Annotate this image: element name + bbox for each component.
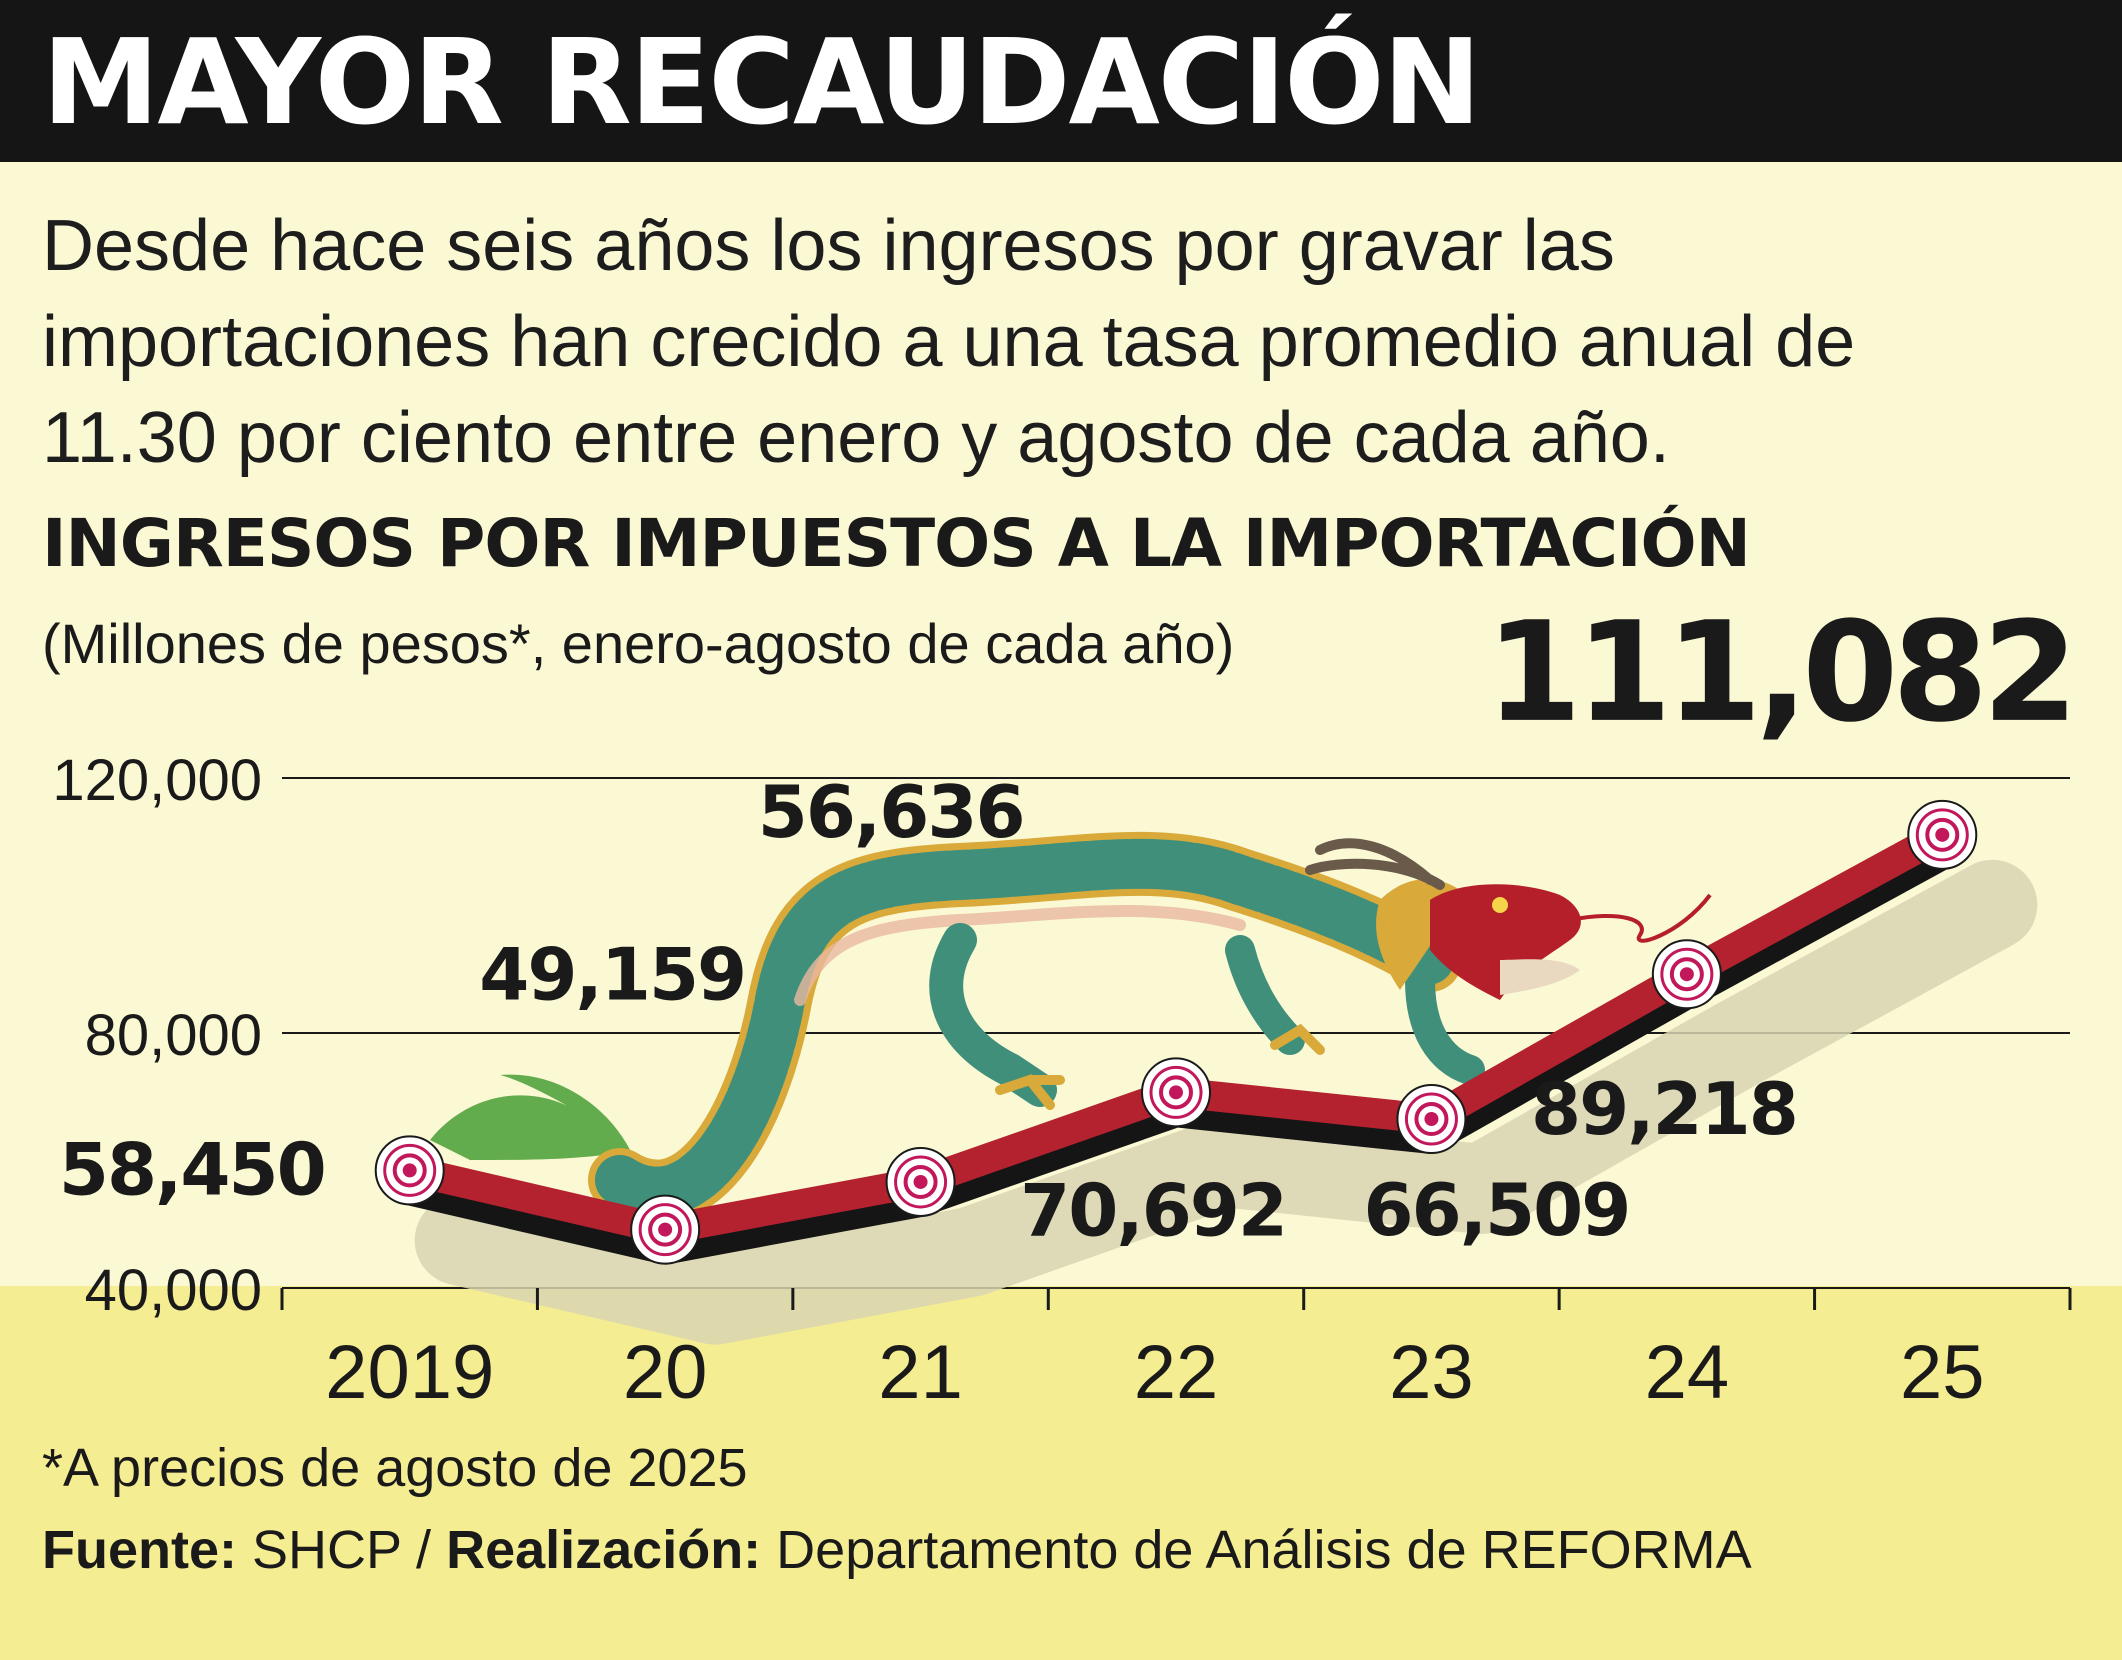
- data-label: 58,450: [59, 1127, 325, 1211]
- source-label: Fuente:: [42, 1520, 237, 1580]
- dragon-whisker: [1569, 893, 1712, 943]
- chart-title: INGRESOS POR IMPUESTOS A LA IMPORTACIÓN: [42, 505, 1751, 582]
- x-axis: 2019 20 21 22 23 24 25: [280, 1288, 2072, 1415]
- dek: Desde hace seis años los ingresos por gr…: [42, 206, 1856, 478]
- bottom-band: [0, 1286, 2122, 1660]
- x-tick-label: 22: [1134, 1330, 1219, 1415]
- dragon-head: [1430, 884, 1581, 1000]
- data-point-21: [885, 1146, 956, 1217]
- chart-subtitle: (Millones de pesos*, enero-agosto de cad…: [42, 612, 1235, 675]
- x-tick-label: 25: [1900, 1330, 1985, 1415]
- headline-bar: [0, 0, 2122, 162]
- dragon-jaw: [1500, 959, 1580, 995]
- markers: [374, 799, 1978, 1265]
- data-label: 66,509: [1364, 1168, 1630, 1252]
- data-point-2019: [374, 1135, 445, 1206]
- marker-dot: [913, 1174, 928, 1189]
- data-point-24: [1651, 939, 1722, 1010]
- dragon-front-leg-2: [1405, 965, 1485, 1085]
- dragon-eye: [1492, 897, 1508, 913]
- dragon-hind-leg: [1225, 935, 1305, 1055]
- dragon-tail-fin: [430, 1074, 630, 1160]
- dragon-illustration: [430, 831, 1712, 1224]
- dragon-claw: [995, 1074, 1065, 1110]
- headline: MAYOR RECAUDACIÓN: [42, 13, 1481, 151]
- marker-dot: [658, 1222, 673, 1237]
- x-tick-label: 20: [623, 1330, 708, 1415]
- marker-dot: [1169, 1085, 1183, 1100]
- dragon-horn: [1305, 838, 1445, 890]
- marker-dot: [1935, 827, 1950, 842]
- credit-label: Realización:: [446, 1520, 762, 1580]
- line-shadow: [414, 859, 2038, 1345]
- credit-value: Departamento de Análisis de REFORMA: [761, 1520, 1752, 1580]
- data-point-22: [1141, 1057, 1211, 1128]
- x-tick-label: 24: [1645, 1330, 1730, 1415]
- y-tick-label: 40,000: [85, 1258, 262, 1323]
- footnote: *A precios de agosto de 2025: [42, 1438, 748, 1498]
- marker-dot: [402, 1163, 417, 1178]
- y-tick-label: 80,000: [85, 1003, 262, 1068]
- data-point-23: [1396, 1084, 1467, 1155]
- data-label: 49,159: [479, 933, 745, 1017]
- data-label: 56,636: [758, 770, 1024, 854]
- dragon-body-scales: [595, 838, 1455, 1217]
- y-tick-label: 120,000: [52, 748, 262, 813]
- data-point-25: [1907, 799, 1978, 870]
- dragon-front-leg: [929, 923, 1057, 1107]
- data-label: 70,692: [1020, 1168, 1286, 1252]
- dragon-belly: [794, 904, 1246, 1006]
- data-label: 89,218: [1531, 1067, 1797, 1151]
- marker-dot: [1679, 967, 1694, 982]
- x-tick-label: 2019: [325, 1330, 494, 1415]
- line-drop-shadow: [414, 859, 2038, 1345]
- x-tick-label: 21: [878, 1330, 963, 1415]
- data-point-20: [630, 1194, 701, 1265]
- marker-dot: [1424, 1112, 1439, 1127]
- dragon-hind-claw: [1270, 1023, 1325, 1055]
- source-value: SHCP /: [237, 1520, 447, 1580]
- x-tick-label: 23: [1389, 1330, 1474, 1415]
- source-line: Fuente: SHCP / Realización: Departamento…: [42, 1510, 1752, 1590]
- data-label: 111,082: [1486, 592, 2073, 753]
